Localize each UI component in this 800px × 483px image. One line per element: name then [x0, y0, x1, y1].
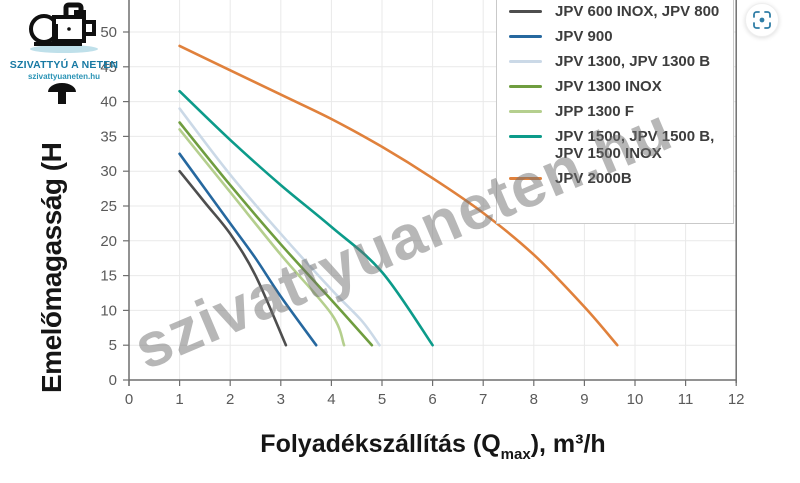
y-tick-label: 45 [100, 59, 117, 76]
y-tick-label: 35 [100, 128, 117, 145]
legend-swatch [509, 35, 542, 38]
x-axis-title: Folyadékszállítás (Qmax), m³/h [130, 430, 736, 463]
x-axis-title-main: Folyadékszállítás (Q [260, 430, 501, 458]
x-tick-label: 6 [428, 391, 436, 408]
series-curve-jpv-2000b [178, 44, 619, 347]
legend-label: JPV 2000B [555, 170, 632, 187]
axes [123, 0, 737, 386]
legend-label: JPV 600 INOX, JPV 800 [555, 3, 720, 20]
y-tick-label: 40 [100, 94, 117, 111]
legend-swatch [509, 10, 542, 13]
legend-item-jpv-1300-inox[interactable]: JPV 1300 INOX [509, 78, 727, 95]
legend-label: JPV 900 [555, 28, 613, 45]
x-tick-label: 10 [627, 391, 644, 408]
x-tick-label: 3 [277, 391, 285, 408]
legend-label: JPV 1300 INOX [555, 78, 662, 95]
series-curve-jpv-600-inox-jpv-800 [178, 169, 288, 347]
series-curves [178, 44, 619, 347]
legend-item-jpv-2000b[interactable]: JPV 2000B [509, 170, 727, 187]
legend-item-jpv-1300-jpv-1300-b[interactable]: JPV 1300, JPV 1300 B [509, 53, 727, 70]
x-tick-label: 7 [479, 391, 487, 408]
y-tick-label: 0 [109, 372, 117, 389]
x-axis-title-suffix: ), m³/h [530, 430, 606, 458]
y-tick-label: 50 [100, 24, 117, 41]
series-curve-jpv-900 [178, 152, 318, 347]
legend-item-jpv-900[interactable]: JPV 900 [509, 28, 727, 45]
x-tick-label: 2 [226, 391, 234, 408]
x-tick-label: 1 [175, 391, 183, 408]
y-tick-label: 10 [100, 302, 117, 319]
x-tick-label: 9 [580, 391, 588, 408]
y-tick-label: 25 [100, 198, 117, 215]
series-curve-jpp-1300-f [178, 128, 346, 347]
y-tick-label: 15 [100, 268, 117, 285]
logo-url: szivattyuaneten.hu [27, 72, 100, 81]
x-tick-label: 11 [678, 391, 694, 408]
x-tick-label: 8 [530, 391, 538, 408]
focus-scan-button[interactable] [745, 3, 779, 37]
chart-legend: JPV 600 INOX, JPV 800 JPV 900 JPV 1300, JP… [496, 0, 734, 224]
legend-swatch [509, 177, 542, 180]
x-tick-label: 12 [728, 391, 745, 408]
x-axis-title-subscript: max [500, 446, 531, 463]
valve-icon [48, 83, 76, 104]
pump-icon [29, 2, 98, 53]
y-tick-label: 5 [109, 337, 117, 354]
y-tick-label: 20 [100, 233, 117, 250]
x-tick-label: 5 [378, 391, 386, 408]
legend-swatch [509, 135, 542, 138]
y-tick-label: 30 [100, 163, 117, 180]
legend-label: JPV 1500, JPV 1500 B, JPV 1500 INOX [555, 128, 715, 162]
legend-swatch [509, 110, 542, 113]
legend-item-jpv-1500-jpv-1500-b-jpv-1500-inox[interactable]: JPV 1500, JPV 1500 B, JPV 1500 INOX [509, 128, 727, 162]
x-tick-label: 4 [327, 391, 335, 408]
focus-scan-icon [753, 11, 771, 29]
legend-label: JPV 1300, JPV 1300 B [555, 53, 711, 70]
x-tick-label: 0 [125, 391, 133, 408]
logo-title: SZIVATTYÚ A NETEN [9, 59, 119, 71]
series-curve-jpv-1500-jpv-1500-b-jpv-1500-inox [178, 89, 434, 347]
legend-item-jpp-1300-f[interactable]: JPP 1300 F [509, 103, 727, 120]
series-curve-jpv-1300-jpv-1300-b [178, 107, 381, 347]
series-curve-jpv-1300-inox [178, 121, 374, 347]
legend-swatch [509, 85, 542, 88]
legend-item-jpv-600-inox-jpv-800[interactable]: JPV 600 INOX, JPV 800 [509, 3, 727, 20]
legend-swatch [509, 60, 542, 63]
legend-label: JPP 1300 F [555, 103, 634, 120]
site-logo: SZIVATTYÚ A NETEN szivattyuaneten.hu [8, 2, 120, 106]
